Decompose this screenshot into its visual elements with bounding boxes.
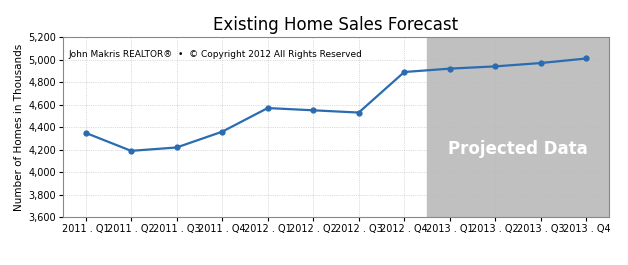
Bar (427, 37, 609, 217)
Y-axis label: Number of Homes in Thousands: Number of Homes in Thousands (14, 43, 24, 211)
Text: John Makris REALTOR®  •  © Copyright 2012 All Rights Reserved: John Makris REALTOR® • © Copyright 2012 … (68, 50, 362, 59)
Text: Projected Data: Projected Data (448, 140, 588, 158)
Title: Existing Home Sales Forecast: Existing Home Sales Forecast (214, 16, 458, 34)
